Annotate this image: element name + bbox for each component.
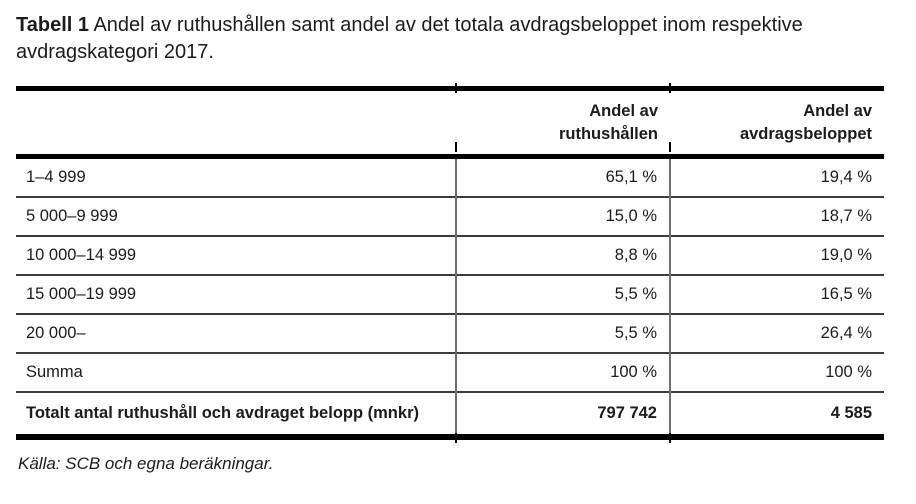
header-cell-category [16,88,456,159]
table-row: 20 000– 5,5 % 26,4 % [16,313,884,353]
row-value-cell: 8,8 % [455,235,670,275]
row-value-cell: 26,4 % [669,313,884,353]
row-value-cell: 100 % [669,352,884,392]
data-table: Andel av ruthushållen Andel av avdragsbe… [16,86,884,440]
column-boundary-tick [455,83,457,93]
table-row: 5 000–9 999 15,0 % 18,7 % [16,196,884,236]
row-label-cell: 5 000–9 999 [16,196,456,236]
row-label-cell: 20 000– [16,313,456,353]
header-cell-andel-avdragsbeloppet: Andel av avdragsbeloppet [670,88,884,159]
row-label-cell: 1–4 999 [26,168,86,186]
row-value-cell: 797 742 [455,391,670,437]
row-label-cell: 10 000–14 999 [16,235,456,275]
header-row: Andel av ruthushållen Andel av avdragsbe… [16,88,884,159]
source-note: Källa: SCB och egna beräkningar. [18,454,274,473]
row-value-cell: 18,7 % [669,196,884,236]
row-value-cell: 19,4 % [669,156,884,197]
row-label-cell: Summa [16,352,456,392]
table-caption: Tabell 1 Andel av ruthushållen samt ande… [16,12,816,66]
table-caption-label: Tabell 1 [16,14,89,36]
table-caption-text: Andel av ruthushållen samt andel av det … [16,14,803,63]
table-row: 1–4 999 65,1 % 19,4 % [16,156,884,197]
table-container: Andel av ruthushållen Andel av avdragsbe… [16,83,884,443]
table-row: 10 000–14 999 8,8 % 19,0 % [16,235,884,275]
column-boundary-tick [669,83,671,93]
row-value-cell: 65,1 % [455,156,670,197]
column-boundary-tick [455,142,457,152]
table-body: 1–4 999 65,1 % 19,4 % 5 000–9 999 15,0 % 18,7… [16,156,884,437]
row-value-cell: 100 % [455,352,670,392]
table-row: Summa 100 % 100 % [16,352,884,392]
header-cell-andel-ruthushallen: Andel av ruthushållen [456,88,670,159]
row-label-cell: Totalt antal ruthushåll och avdraget bel… [16,391,456,437]
column-boundary-tick [669,142,671,152]
row-value-cell: 5,5 % [455,313,670,353]
column-boundary-tick [455,433,457,443]
row-label-cell: 15 000–19 999 [16,274,456,314]
table-row-total: Totalt antal ruthushåll och avdraget bel… [16,391,884,437]
row-value-cell: 19,0 % [669,235,884,275]
column-boundary-tick [669,433,671,443]
row-value-cell: 4 585 [669,391,884,437]
row-value-cell: 5,5 % [455,274,670,314]
row-value-cell: 16,5 % [669,274,884,314]
row-value-cell: 15,0 % [455,196,670,236]
table-row: 15 000–19 999 5,5 % 16,5 % [16,274,884,314]
